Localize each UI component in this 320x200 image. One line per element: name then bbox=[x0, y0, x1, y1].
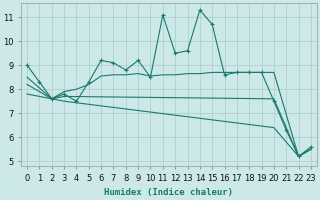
X-axis label: Humidex (Indice chaleur): Humidex (Indice chaleur) bbox=[105, 188, 234, 197]
